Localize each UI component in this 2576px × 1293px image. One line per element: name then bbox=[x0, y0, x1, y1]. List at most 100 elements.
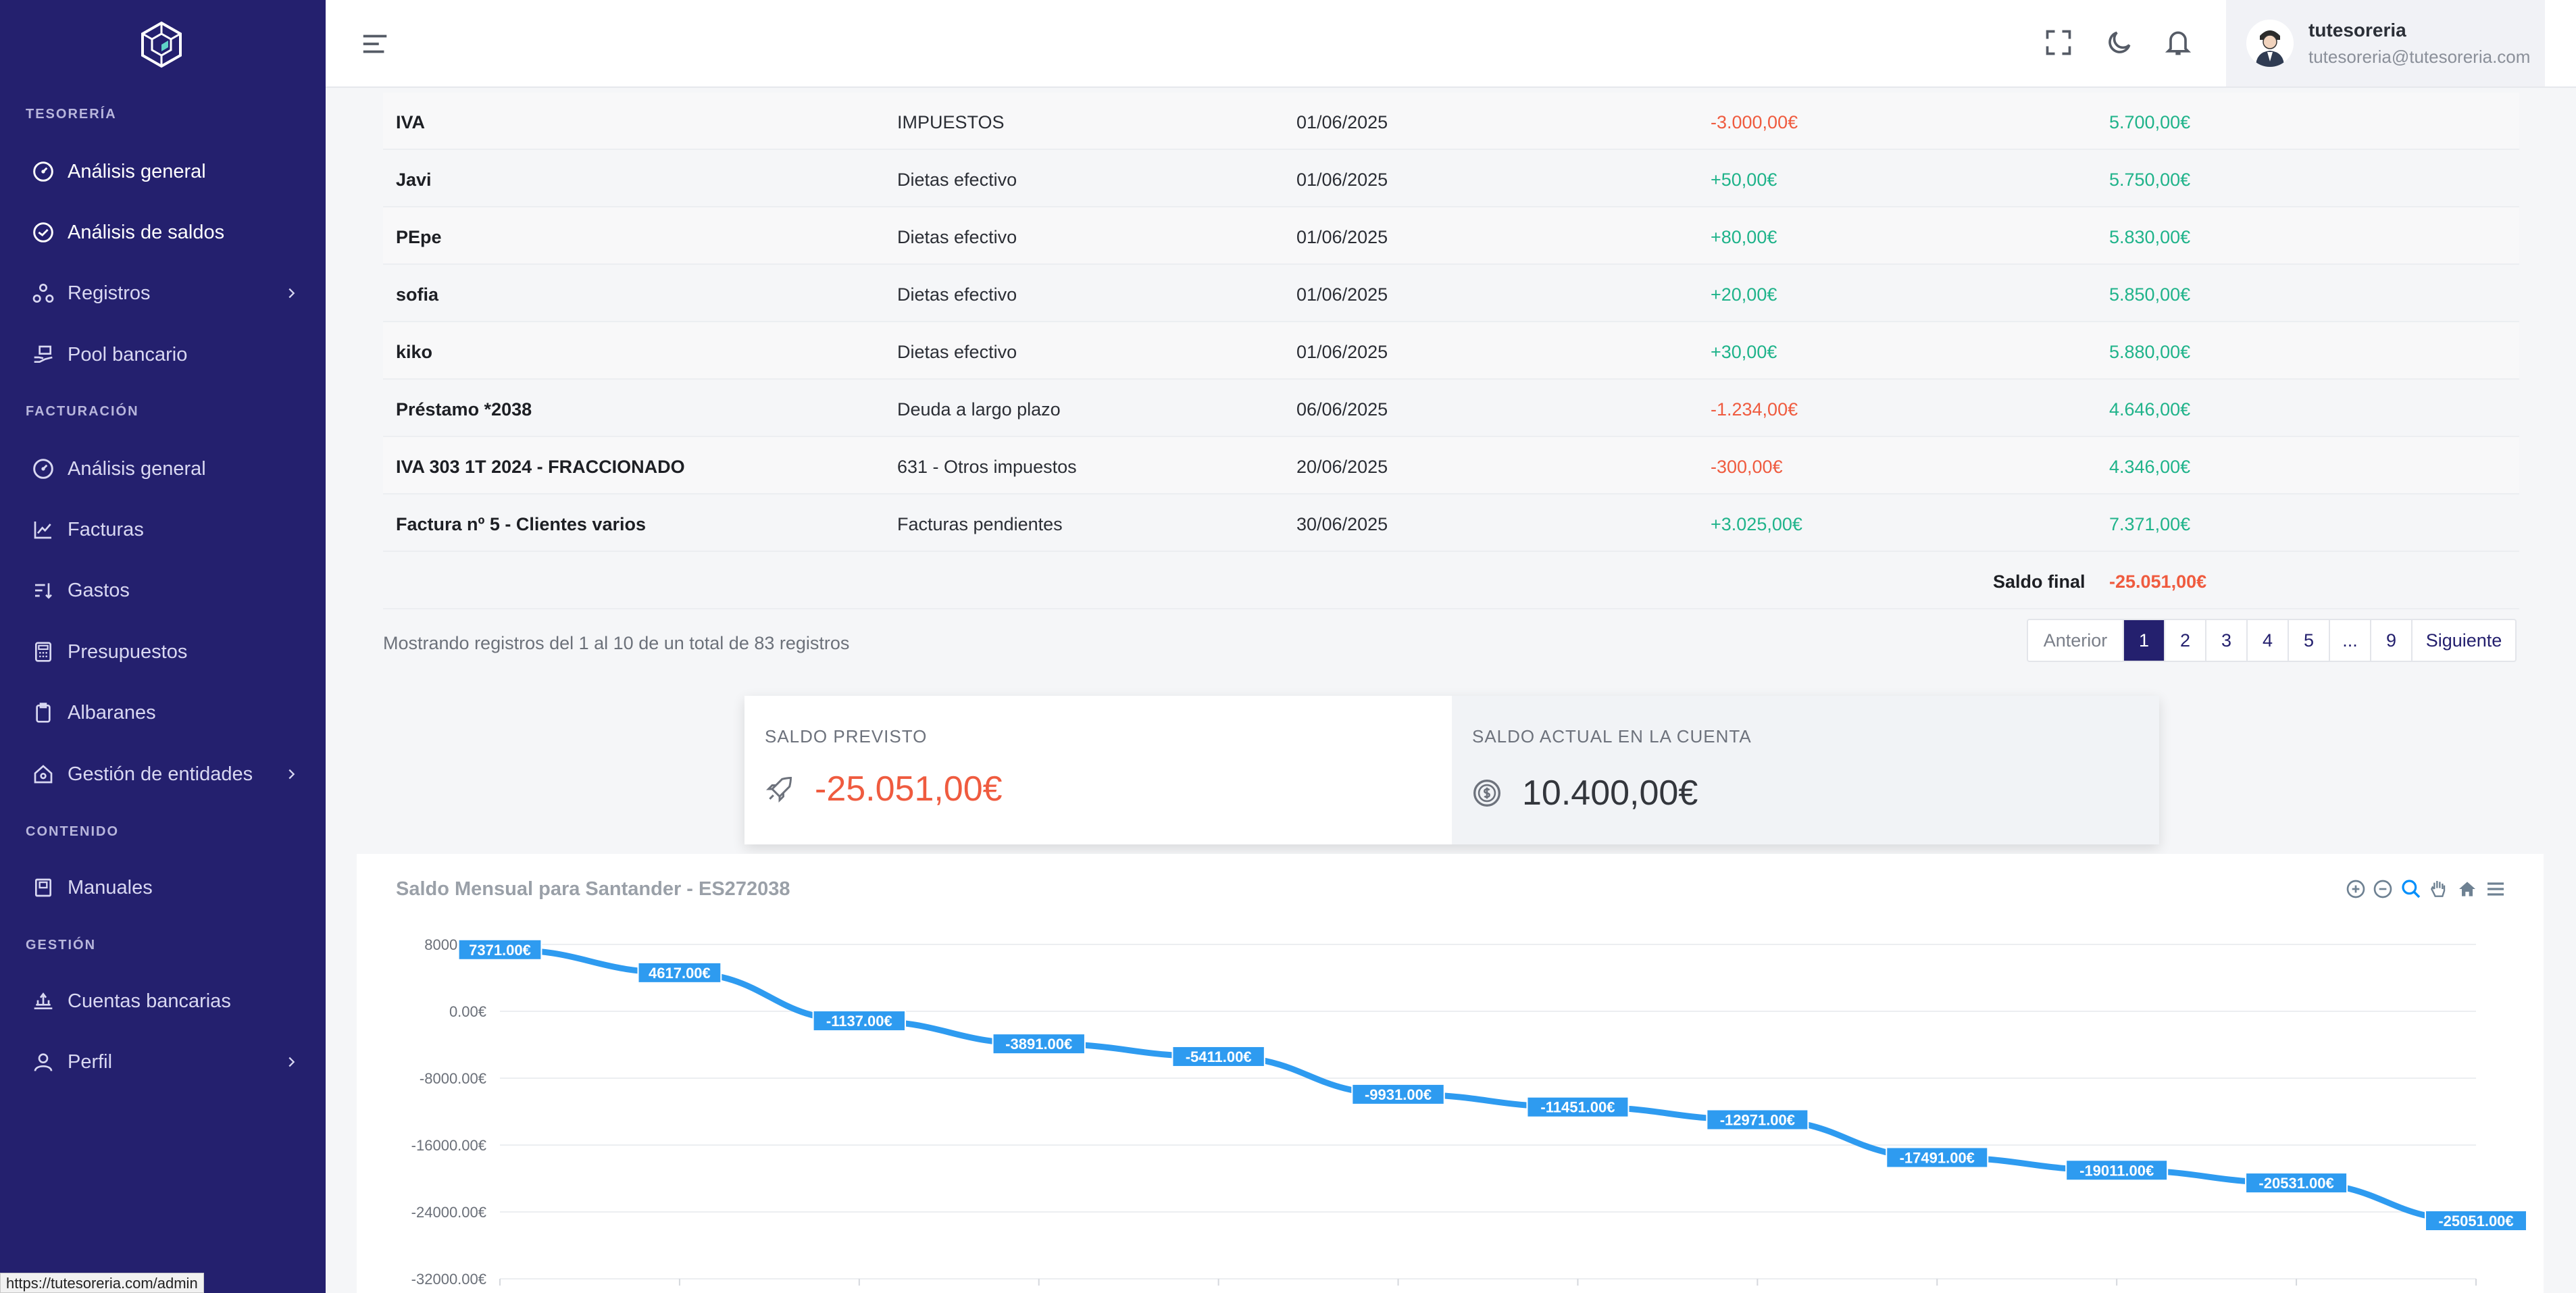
dark-mode-moon-icon[interactable] bbox=[2104, 28, 2134, 57]
hand-money-icon bbox=[34, 345, 53, 363]
cell-fecha: 20/06/2025 bbox=[1296, 457, 1388, 477]
sidebar-item-gestion-entidades[interactable]: Gestión de entidades bbox=[0, 750, 326, 798]
cell-importe: -1.234,00€ bbox=[1711, 399, 1798, 420]
cell-fecha: 01/06/2025 bbox=[1296, 342, 1388, 362]
section-gestion: GESTIÓN bbox=[26, 938, 97, 953]
pagination-page-4[interactable]: 4 bbox=[2248, 620, 2289, 661]
zoom-in-icon[interactable] bbox=[2345, 878, 2367, 900]
pagination-page-3[interactable]: 3 bbox=[2206, 620, 2248, 661]
pagination-page-1[interactable]: 1 bbox=[2124, 620, 2165, 661]
sidebar-item-label: Presupuestos bbox=[68, 640, 188, 663]
data-label: 4617.00€ bbox=[649, 965, 711, 982]
data-label-box bbox=[992, 1033, 1086, 1055]
cell-concepto: IVA bbox=[396, 112, 426, 132]
data-label: -11451.00€ bbox=[1540, 1099, 1615, 1116]
data-label-box bbox=[2245, 1172, 2348, 1194]
pagination-next-button[interactable]: Siguiente bbox=[2425, 630, 2502, 651]
saldo-final-label: Saldo final bbox=[1993, 572, 2086, 592]
home-icon bbox=[34, 765, 53, 784]
chart-panel bbox=[357, 854, 2544, 1293]
sidebar-item-analisis-saldos[interactable]: Análisis de saldos bbox=[0, 208, 326, 257]
section-facturacion: FACTURACIÓN bbox=[26, 404, 139, 419]
table-row: kiko Dietas efectivo 01/06/2025 +30,00€ 5.88… bbox=[383, 322, 2519, 380]
balance-cards: SALDO PREVISTO -25.051,00€ SALDO ACTUAL … bbox=[744, 696, 2159, 844]
y-tick-label: -24000.00€ bbox=[411, 1204, 486, 1221]
y-tick-label: -16000.00€ bbox=[411, 1137, 486, 1154]
sidebar-item-presupuestos[interactable]: Presupuestos bbox=[0, 628, 326, 676]
fullscreen-icon[interactable] bbox=[2044, 28, 2073, 57]
cube-logo-icon[interactable] bbox=[137, 20, 186, 69]
data-label: -1137.00€ bbox=[826, 1013, 892, 1030]
data-label: -17491.00€ bbox=[1900, 1149, 1975, 1166]
table-row: PEpe Dietas efectivo 01/06/2025 +80,00€ 5.83… bbox=[383, 207, 2519, 265]
sort-list-icon bbox=[35, 583, 52, 599]
cell-fecha: 06/06/2025 bbox=[1296, 399, 1388, 420]
status-url: https://tutesoreria.com/admin bbox=[0, 1273, 204, 1293]
y-tick-label: -32000.00€ bbox=[411, 1271, 486, 1288]
sidebar-item-facturas[interactable]: Facturas bbox=[0, 505, 326, 554]
cell-fecha: 01/06/2025 bbox=[1296, 227, 1388, 247]
notifications-bell-icon[interactable] bbox=[2163, 28, 2193, 57]
sidebar-item-label: Análisis general bbox=[68, 160, 206, 182]
sidebar-item-albaranes[interactable]: Albaranes bbox=[0, 688, 326, 737]
sidebar-item-label: Gestión de entidades bbox=[68, 763, 253, 785]
cell-fecha: 01/06/2025 bbox=[1296, 284, 1388, 305]
cell-concepto: IVA 303 1T 2024 - FRACCIONADO bbox=[396, 457, 685, 477]
cell-importe: +80,00€ bbox=[1711, 227, 1777, 247]
data-label-box bbox=[2425, 1210, 2527, 1232]
data-label: -12971.00€ bbox=[1720, 1112, 1795, 1129]
sidebar-item-manuales[interactable]: Manuales bbox=[0, 863, 326, 912]
y-tick-label: 0.00€ bbox=[449, 1003, 486, 1020]
cell-saldo: 5.850,00€ bbox=[2109, 284, 2191, 305]
user-menu[interactable]: tutesoreria tutesoreria@tutesoreria.com bbox=[2226, 0, 2545, 86]
reset-home-icon[interactable] bbox=[2456, 878, 2478, 900]
pagination-info: Mostrando registros del 1 al 10 de un to… bbox=[383, 633, 850, 653]
sidebar-item-label: Análisis de saldos bbox=[68, 221, 225, 243]
data-label: -20531.00€ bbox=[2258, 1175, 2333, 1192]
sidebar-item-gastos[interactable]: Gastos bbox=[0, 566, 326, 615]
sidebar-item-pool-bancario[interactable]: Pool bancario bbox=[0, 330, 326, 379]
chart-menu-icon[interactable] bbox=[2485, 878, 2506, 900]
sidebar-item-analisis-general[interactable]: Análisis general bbox=[0, 147, 326, 196]
pagination-page-2[interactable]: 2 bbox=[2165, 620, 2206, 661]
cell-saldo: 5.830,00€ bbox=[2109, 227, 2191, 247]
section-tesoreria: TESORERÍA bbox=[26, 107, 117, 122]
sidebar-item-label: Pool bancario bbox=[68, 343, 188, 365]
cell-fecha: 01/06/2025 bbox=[1296, 170, 1388, 190]
pagination-ellipsis: ... bbox=[2330, 620, 2371, 661]
saldo-actual-label: SALDO ACTUAL EN LA CUENTA bbox=[1472, 726, 1752, 746]
menu-toggle-icon[interactable] bbox=[359, 28, 390, 59]
cell-categoria: Deuda a largo plazo bbox=[897, 399, 1061, 420]
check-circle-icon bbox=[33, 222, 53, 243]
cell-importe: -300,00€ bbox=[1711, 457, 1783, 477]
pagination-page-5[interactable]: 5 bbox=[2289, 620, 2330, 661]
cell-categoria: Dietas efectivo bbox=[897, 170, 1017, 190]
chevron-right-icon bbox=[288, 769, 295, 780]
bank-icon bbox=[34, 992, 53, 1009]
cell-concepto: kiko bbox=[396, 342, 433, 362]
sidebar-item-label: Gastos bbox=[68, 579, 130, 601]
pagination-page-9[interactable]: 9 bbox=[2371, 620, 2413, 661]
cell-concepto: sofia bbox=[396, 284, 439, 305]
cell-saldo: 5.880,00€ bbox=[2109, 342, 2191, 362]
movements-table: IVA IMPUESTOS 01/06/2025 -3.000,00€ 5.700,00… bbox=[383, 93, 2519, 609]
sidebar-item-cuentas-bancarias[interactable]: Cuentas bancarias bbox=[0, 977, 326, 1025]
cell-concepto: Javi bbox=[396, 170, 432, 190]
zoom-out-icon[interactable] bbox=[2372, 878, 2394, 900]
cell-importe: +30,00€ bbox=[1711, 342, 1777, 362]
pagination: Anterior 1 2 3 4 5 ... 9 Siguiente bbox=[2027, 619, 2517, 662]
selection-zoom-icon[interactable] bbox=[2400, 878, 2422, 900]
cell-saldo: 5.750,00€ bbox=[2109, 170, 2191, 190]
cell-categoria: Dietas efectivo bbox=[897, 284, 1017, 305]
sidebar-item-label: Facturas bbox=[68, 518, 144, 540]
pagination-prev-button[interactable]: Anterior bbox=[2028, 620, 2124, 661]
sidebar-item-perfil[interactable]: Perfil bbox=[0, 1038, 326, 1086]
sidebar-item-label: Análisis general bbox=[68, 457, 206, 480]
sidebar-item-registros[interactable]: Registros bbox=[0, 269, 326, 318]
nodes-icon bbox=[32, 284, 54, 303]
cell-concepto: Préstamo *2038 bbox=[396, 399, 532, 420]
data-label-box bbox=[2065, 1159, 2169, 1182]
pan-hand-icon[interactable] bbox=[2428, 878, 2450, 900]
sidebar-item-facturacion-analisis[interactable]: Análisis general bbox=[0, 445, 326, 493]
cell-saldo: 4.346,00€ bbox=[2109, 457, 2191, 477]
